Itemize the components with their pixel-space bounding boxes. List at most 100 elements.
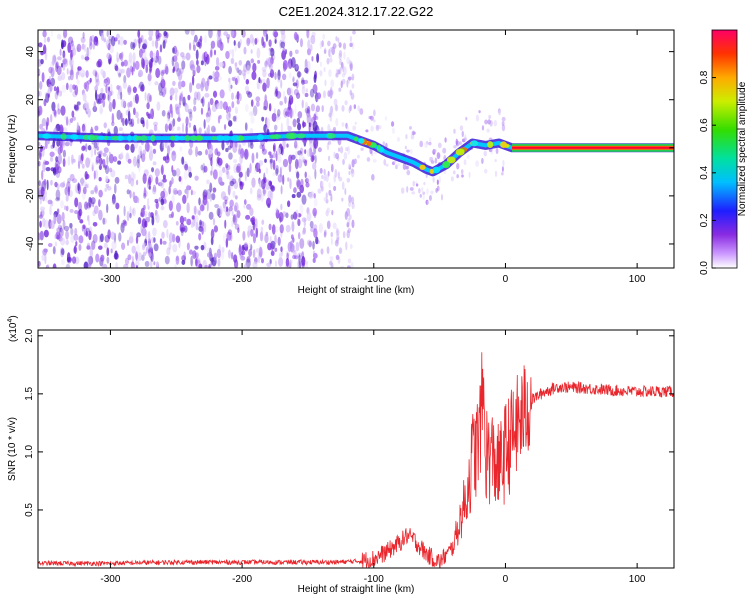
spectrogram-noise-point (243, 263, 248, 268)
spectrogram-noise-point (141, 153, 146, 163)
spectrogram-noise-point (82, 186, 87, 195)
spectrogram-noise-point (199, 35, 203, 43)
spectrogram-noise-point (335, 104, 338, 111)
snr-y-ticks: 2.0 1.5 1.0 0.5 (24, 328, 674, 517)
spectrogram-noise-point (65, 263, 71, 268)
spectrogram-noise-point (132, 52, 136, 63)
spectrogram-noise-point (319, 167, 323, 174)
spectrogram-noise-point (134, 93, 139, 104)
spectrogram-noise-point (419, 140, 424, 148)
spectrogram-noise-point (298, 254, 301, 266)
spectrogram-noise-point (131, 255, 134, 266)
spectrogram-noise-point (340, 265, 345, 268)
spectrogram-noise-point (91, 164, 94, 172)
spectrogram-noise-point (87, 219, 91, 226)
spectrogram-noise-point (49, 82, 53, 92)
spectrogram-noise-point (94, 72, 100, 83)
spectrogram-noise-point (146, 102, 150, 110)
spectrogram-noise-point (384, 116, 388, 121)
spectrogram-noise-point (205, 116, 211, 123)
spectrogram-noise-point (342, 64, 345, 73)
spectrogram-noise-point (116, 57, 120, 62)
spectrogram-noise-point (110, 90, 114, 96)
spectrogram-noise-point (342, 158, 345, 165)
spectrogram-noise-point (161, 231, 165, 239)
spectrogram-noise-point (233, 254, 238, 263)
spectrogram-noise-point (118, 36, 125, 46)
snr-x-ticks: -300 -200 -100 0 100 (100, 330, 646, 585)
spectrogram-noise-point (149, 145, 153, 153)
spectrogram-noise-point (195, 258, 198, 267)
spectrogram-noise-point (120, 98, 126, 108)
spectrogram-noise-point (85, 173, 90, 180)
spectrogram-noise-point (153, 121, 158, 127)
spectrogram-noise-point (341, 197, 344, 202)
spectrogram-noise-point (295, 63, 299, 70)
spectrogram-noise-point (168, 241, 172, 251)
spectrogram-noise-point (129, 231, 134, 239)
spectrogram-noise-point (247, 141, 250, 148)
spectrogram-noise-point (405, 133, 408, 140)
spectrogram-noise-point (438, 176, 442, 183)
spectrogram-noise-point (98, 245, 103, 250)
spectrogram-noise-point (98, 199, 101, 208)
spectrogram-xlabel: Height of straight line (km) (298, 285, 415, 296)
spectrogram-noise-point (315, 236, 319, 245)
spectrogram-noise-point (202, 259, 208, 268)
spectrogram-noise-point (69, 208, 74, 214)
spectrogram-noise-point (251, 177, 256, 188)
spectrogram-noise-point (99, 150, 103, 155)
spectrogram-noise-point (227, 36, 230, 44)
spectrogram-noise-point (322, 33, 326, 40)
spectrogram-noise-point (223, 31, 229, 36)
spectrogram-noise-point (290, 234, 294, 240)
spectrogram-noise-point (409, 187, 414, 191)
spectrogram-noise-point (149, 94, 152, 103)
spectrogram-noise-point (231, 211, 234, 216)
spectrogram-y-tick-label: -20 (25, 188, 36, 203)
spectrogram-noise-point (196, 259, 201, 268)
snr-exponent-power: 4 (7, 319, 14, 323)
spectrogram-noise-point (60, 248, 65, 256)
spectrogram-ridge-blob (487, 141, 494, 149)
spectrogram-noise-point (209, 97, 214, 106)
spectrogram-noise-point (236, 67, 240, 73)
spectrogram-noise-point (282, 138, 286, 150)
spectrogram-noise-point (182, 194, 187, 205)
spectrogram-noise-point (91, 240, 96, 251)
spectrogram-noise-point (197, 150, 203, 156)
spectrogram-noise-point (238, 245, 243, 256)
spectrogram-noise-point (155, 213, 160, 224)
spectrogram-noise-point (103, 38, 107, 43)
spectrogram-noise-point (287, 200, 291, 208)
spectrogram-noise-point (59, 182, 66, 188)
spectrogram-noise-point (223, 206, 227, 213)
spectrogram-noise-point (122, 81, 128, 89)
colorbar: 0.0 0.2 0.4 0.6 0.8 Normalized spectral ampl… (699, 29, 748, 275)
colorbar-label: Normalized spectral amplitude (737, 81, 748, 216)
spectrogram-noise-point (308, 192, 314, 200)
spectrogram-noise-point (233, 39, 236, 46)
spectrogram-ridge-blob (216, 135, 225, 142)
spectrogram-noise-point (277, 153, 282, 164)
spectrogram-noise-point (228, 152, 233, 160)
spectrogram-noise-point (255, 248, 261, 253)
spectrogram-ridge-blob (289, 132, 298, 140)
spectrogram-noise-point (260, 257, 264, 264)
spectrogram-noise-point (301, 229, 306, 235)
spectrogram-noise-point (483, 168, 488, 174)
spectrogram-noise-point (244, 122, 248, 131)
spectrogram-noise-point (227, 229, 233, 236)
spectrogram-noise-point (402, 163, 407, 171)
spectrogram-noise-point (62, 30, 68, 39)
spectrogram-noise-point (106, 30, 111, 36)
spectrogram-noise-point (47, 93, 50, 98)
spectrogram-noise-point (77, 182, 80, 192)
spectrogram-noise-point (296, 180, 301, 190)
spectrogram-noise-point (192, 69, 196, 77)
spectrogram-noise-point (40, 186, 45, 197)
spectrogram-noise-point (179, 146, 183, 152)
spectrogram-noise-point (493, 120, 498, 127)
spectrogram-noise-point (334, 104, 339, 112)
